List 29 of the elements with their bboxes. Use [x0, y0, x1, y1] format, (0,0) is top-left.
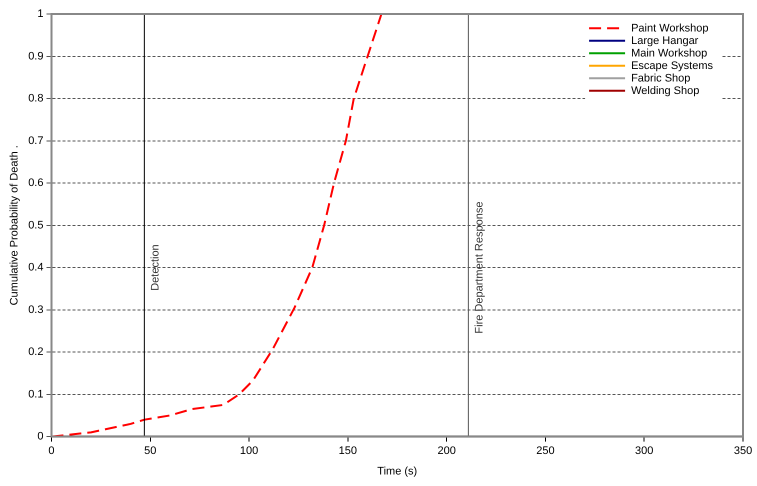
y-tick-label: 0.6 [28, 177, 44, 190]
x-tick-label: 300 [635, 445, 654, 458]
legend-label: Paint Workshop [631, 22, 709, 34]
y-tick-label: 0.5 [28, 219, 44, 232]
y-tick-label: 0.4 [28, 262, 44, 274]
legend-label: Fabric Shop [631, 72, 690, 84]
legend-label: Main Workshop [631, 47, 708, 60]
x-tick-label: 100 [240, 445, 258, 458]
x-tick-label: 250 [536, 445, 555, 458]
x-tick-label: 50 [144, 445, 156, 458]
y-axis-title: Cumulative Probability of Death . [8, 145, 21, 306]
y-tick-label: 0.7 [28, 134, 44, 147]
y-tick-label: 0.9 [28, 50, 44, 62]
ref-line-label: Detection [149, 244, 162, 291]
x-tick-label: 150 [338, 445, 358, 458]
x-axis-title: Time (s) [377, 465, 418, 478]
x-tick-label: 350 [734, 445, 752, 458]
y-tick-label: 0.8 [28, 92, 44, 105]
y-tick-label: 0.2 [28, 346, 44, 358]
legend-label: Escape Systems [631, 60, 714, 72]
legend-label: Large Hangar [631, 34, 699, 47]
y-tick-label: 0.3 [28, 304, 44, 316]
x-tick-label: 200 [437, 445, 456, 458]
x-tick-label: 0 [48, 445, 55, 458]
ref-line-label: Fire Department Response [473, 202, 486, 334]
y-tick-label: 0 [37, 430, 44, 443]
y-tick-label: 1 [37, 8, 44, 20]
y-tick-label: 0.1 [28, 388, 44, 400]
legend-label: Welding Shop [631, 84, 700, 97]
